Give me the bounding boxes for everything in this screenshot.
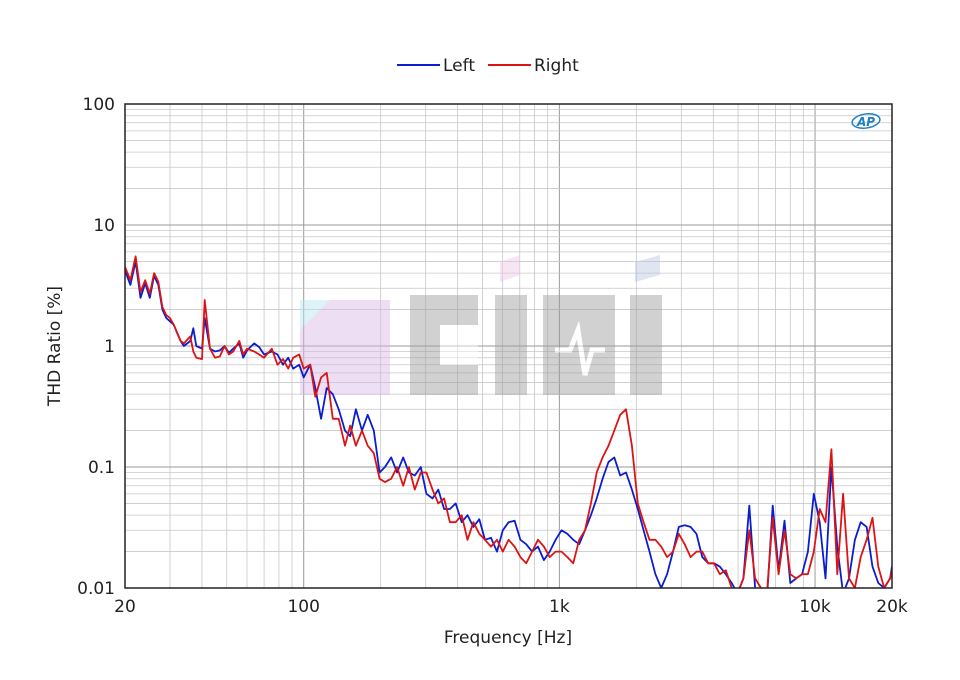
watermark-dot-1 — [500, 255, 520, 282]
watermark-letter-i-2 — [630, 295, 662, 395]
series-line-right — [125, 255, 892, 588]
x-axis-label: Frequency [Hz] — [444, 628, 572, 648]
x-tick-label: 1k — [549, 597, 570, 617]
legend-label-left: Left — [443, 56, 475, 76]
watermark-logo — [300, 255, 662, 395]
y-tick-label: 10 — [93, 216, 115, 236]
plot-frame — [124, 103, 893, 589]
legend: Left Right — [397, 56, 579, 76]
y-tick-label: 0.01 — [77, 579, 115, 599]
watermark-wave — [555, 320, 605, 376]
watermark-dot-2 — [635, 255, 660, 282]
watermark-letter-n — [543, 295, 615, 395]
ap-logo-text: AP — [856, 115, 875, 129]
watermark-letter-c — [410, 295, 478, 395]
x-tick-label: 100 — [287, 597, 319, 617]
y-tick-label: 0.1 — [88, 458, 115, 478]
y-tick-label: 1 — [104, 337, 115, 357]
x-tick-label: 10k — [799, 597, 831, 617]
watermark-letter-c-gap — [440, 325, 478, 365]
y-tick-labels: 0.01 0.1 1 10 100 — [77, 95, 115, 599]
grid-lines — [124, 104, 893, 589]
ap-logo-icon: AP — [851, 113, 881, 129]
y-tick-label: 100 — [83, 95, 115, 115]
x-tick-labels: 20 100 1k 10k 20k — [114, 597, 908, 617]
series-layer — [125, 255, 892, 588]
x-tick-label: 20k — [876, 597, 908, 617]
legend-label-right: Right — [534, 56, 579, 76]
x-tick-label: 20 — [114, 597, 136, 617]
watermark-left-block — [300, 300, 390, 395]
watermark-letter-i-1 — [495, 295, 527, 395]
y-axis-label: THD Ratio [%] — [45, 286, 65, 407]
watermark-left-accent — [300, 300, 330, 330]
